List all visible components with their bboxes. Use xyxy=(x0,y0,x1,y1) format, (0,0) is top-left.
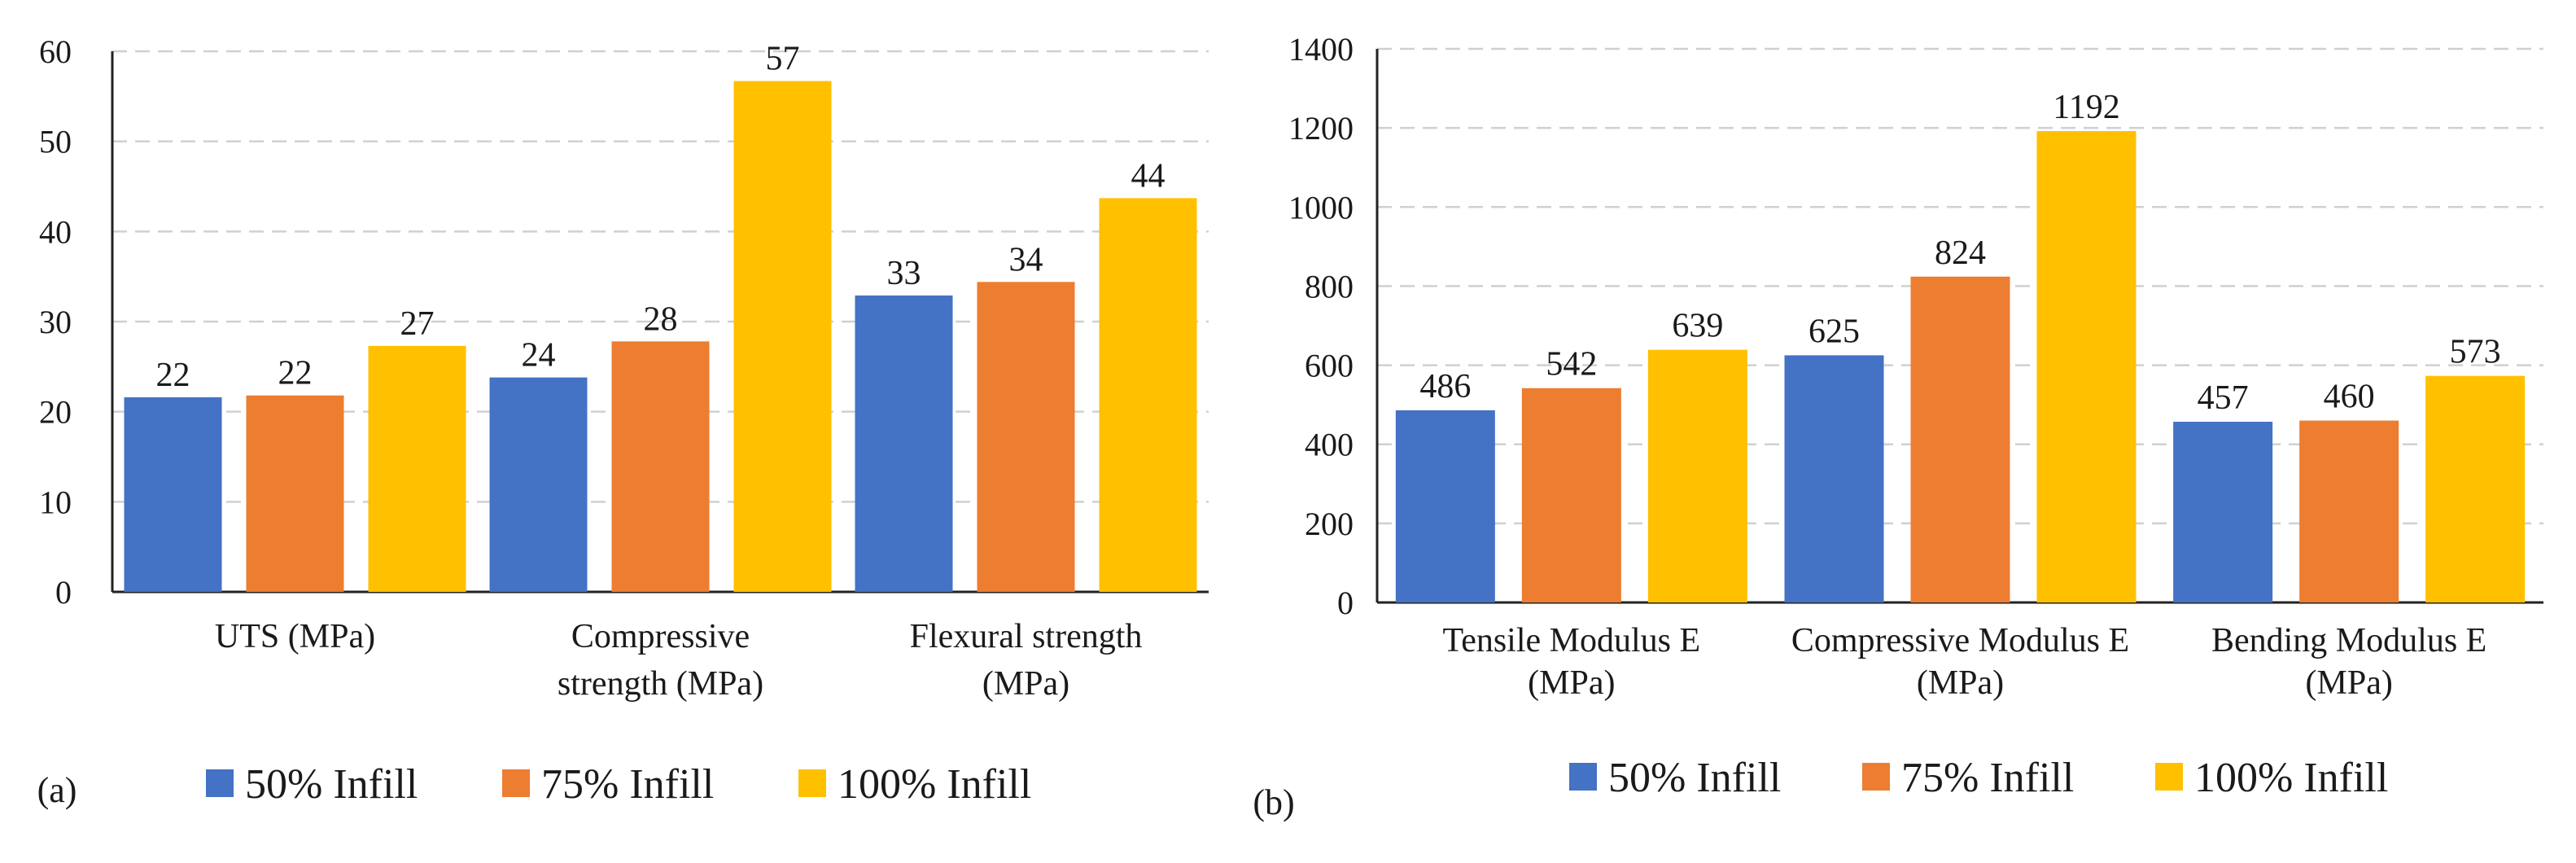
data-label: 27 xyxy=(400,305,435,343)
bar xyxy=(368,345,466,592)
x-tick-label: (MPa) xyxy=(1528,664,1615,702)
x-tick-label: UTS (MPa) xyxy=(215,618,375,655)
data-label: 460 xyxy=(2324,379,2375,416)
data-label: 1192 xyxy=(2053,89,2119,126)
y-tick-label: 600 xyxy=(1305,348,1354,384)
y-tick-label: 1200 xyxy=(1288,110,1354,147)
y-tick-label: 30 xyxy=(39,304,72,340)
legend-label: 100% Infill xyxy=(838,761,1031,808)
legend-swatch xyxy=(1862,763,1890,791)
x-tick-label: (MPa) xyxy=(2306,664,2393,702)
y-tick-label: 50 xyxy=(39,124,72,160)
data-label: 486 xyxy=(1419,368,1471,405)
bar xyxy=(1521,388,1621,602)
bar xyxy=(2425,375,2526,602)
data-label: 24 xyxy=(522,337,556,375)
y-tick-label: 1400 xyxy=(1288,31,1354,68)
y-tick-label: 40 xyxy=(39,213,72,250)
y-tick-label: 0 xyxy=(1337,585,1354,621)
x-tick-label: Tensile Modulus E xyxy=(1442,622,1700,659)
y-tick-label: 10 xyxy=(39,484,72,520)
panel-label: (b) xyxy=(1253,782,1294,822)
bar xyxy=(611,341,710,592)
x-tick-label: (MPa) xyxy=(1917,664,2004,702)
data-label: 57 xyxy=(766,41,800,78)
data-label: 34 xyxy=(1009,241,1043,278)
y-tick-label: 0 xyxy=(55,574,72,611)
y-tick-label: 20 xyxy=(39,394,72,431)
y-tick-label: 400 xyxy=(1305,427,1354,463)
data-label: 33 xyxy=(887,255,921,292)
bar xyxy=(2299,420,2399,602)
y-tick-label: 800 xyxy=(1305,268,1354,304)
data-label: 28 xyxy=(644,300,678,338)
data-label: 573 xyxy=(2450,334,2501,371)
legend-swatch xyxy=(798,769,826,797)
bar xyxy=(124,396,222,592)
bar xyxy=(246,395,344,592)
x-tick-label: strength (MPa) xyxy=(558,665,763,703)
legend-label: 75% Infill xyxy=(1901,755,2074,801)
x-tick-label: Compressive Modulus E xyxy=(1791,622,2129,659)
bar xyxy=(2173,422,2273,602)
data-label: 44 xyxy=(1131,157,1166,195)
x-tick-label: Compressive xyxy=(571,618,750,655)
legend-swatch xyxy=(2155,763,2183,791)
bar xyxy=(1099,198,1197,593)
data-label: 625 xyxy=(1808,313,1860,350)
data-label: 22 xyxy=(156,357,190,394)
legend-label: 50% Infill xyxy=(1608,755,1781,801)
bar xyxy=(2036,131,2136,602)
chart-panel-a: 0 10 20 30 40 50 60 22 24 33 22 28 34 27 57 44 UTS (MPa)… xyxy=(37,33,1209,810)
y-tick-label: 200 xyxy=(1305,506,1354,542)
x-tick-label: (MPa) xyxy=(982,665,1069,703)
x-tick-label: Bending Modulus E xyxy=(2211,622,2486,659)
legend-swatch xyxy=(1569,763,1597,791)
bar xyxy=(1395,410,1495,602)
data-label: 824 xyxy=(1935,234,1986,272)
bar xyxy=(489,377,588,592)
bar xyxy=(1647,349,1747,602)
bar xyxy=(977,282,1075,592)
legend-label: 75% Infill xyxy=(541,761,714,808)
panel-label: (a) xyxy=(37,770,77,810)
legend-label: 100% Infill xyxy=(2194,755,2388,801)
bar xyxy=(855,295,953,592)
bar xyxy=(1784,355,1884,602)
bar xyxy=(1910,276,2010,602)
x-tick-label: Flexural strength xyxy=(910,618,1143,655)
legend-swatch xyxy=(206,769,234,797)
bar xyxy=(733,81,832,592)
data-label: 457 xyxy=(2198,379,2249,417)
data-label: 542 xyxy=(1546,346,1597,383)
data-label: 22 xyxy=(278,355,313,392)
y-tick-label: 1000 xyxy=(1288,189,1354,226)
y-tick-label: 60 xyxy=(39,33,72,70)
chart-panel-b: 0 200 400 600 800 1000 1200 1400 486 625 457 542 824… xyxy=(1253,31,2543,822)
legend-label: 50% Infill xyxy=(245,761,418,808)
data-label: 639 xyxy=(1672,308,1723,345)
legend-swatch xyxy=(502,769,530,797)
